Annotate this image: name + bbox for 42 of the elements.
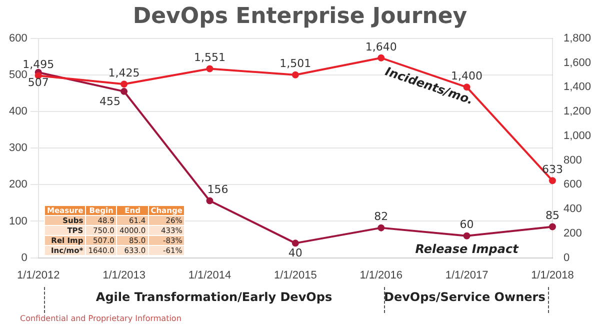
y-tick-label: 400: [8, 106, 28, 118]
y2-tick-label: 400: [563, 203, 582, 216]
y-tick-label: 500: [8, 69, 28, 81]
y-tick-label: 0: [21, 252, 28, 264]
y2-tick-label: 200: [563, 227, 582, 240]
text: 1,425: [108, 66, 140, 80]
series-label: Release Impact: [415, 242, 520, 256]
y2-tick-label: 0: [563, 252, 570, 264]
y-tick-label: 300: [8, 142, 28, 154]
y2-tick-label: 1,200: [563, 106, 592, 118]
text: Confidential and Proprietary Information: [20, 314, 182, 323]
y2-tick-label: 1,800: [563, 32, 592, 44]
text: 1,551: [194, 51, 226, 64]
text: 82: [374, 210, 388, 224]
x-tick-label: 1/1/2016: [360, 269, 403, 282]
text: DevOps/Service Owners: [384, 290, 546, 304]
x-tick-label: 1/1/2017: [445, 269, 488, 282]
y2-tick-label: 1,400: [563, 81, 592, 94]
x-tick-label: 1/1/2013: [102, 269, 146, 282]
text: 1,501: [280, 57, 312, 70]
x-tick-label: 1/1/2015: [274, 269, 317, 282]
text: 455: [100, 94, 121, 108]
y2-tick-label: 1,000: [563, 130, 592, 142]
y2-tick-label: 1,600: [563, 56, 592, 69]
x-tick-label: 1/1/2012: [16, 269, 60, 282]
text: 156: [207, 183, 228, 196]
text: 1,640: [365, 40, 397, 54]
y2-tick-label: 800: [563, 154, 582, 166]
text: 1,495: [22, 58, 54, 71]
x-tick-label: 1/1/2018: [531, 269, 574, 282]
text: 40: [288, 246, 302, 260]
chart-title: DevOps Enterprise Journey: [132, 4, 468, 29]
text: 507: [28, 76, 49, 89]
x-tick-label: 1/1/2014: [188, 269, 232, 282]
y-tick-label: 600: [8, 32, 28, 44]
y-tick-label: 200: [8, 178, 28, 191]
text: 85: [545, 209, 560, 222]
text: 633: [542, 163, 563, 176]
y-tick-label: 100: [8, 215, 28, 228]
y2-tick-label: 600: [563, 178, 582, 191]
text: Agile Transformation/Early DevOps: [94, 290, 334, 304]
text: 60: [460, 218, 474, 232]
